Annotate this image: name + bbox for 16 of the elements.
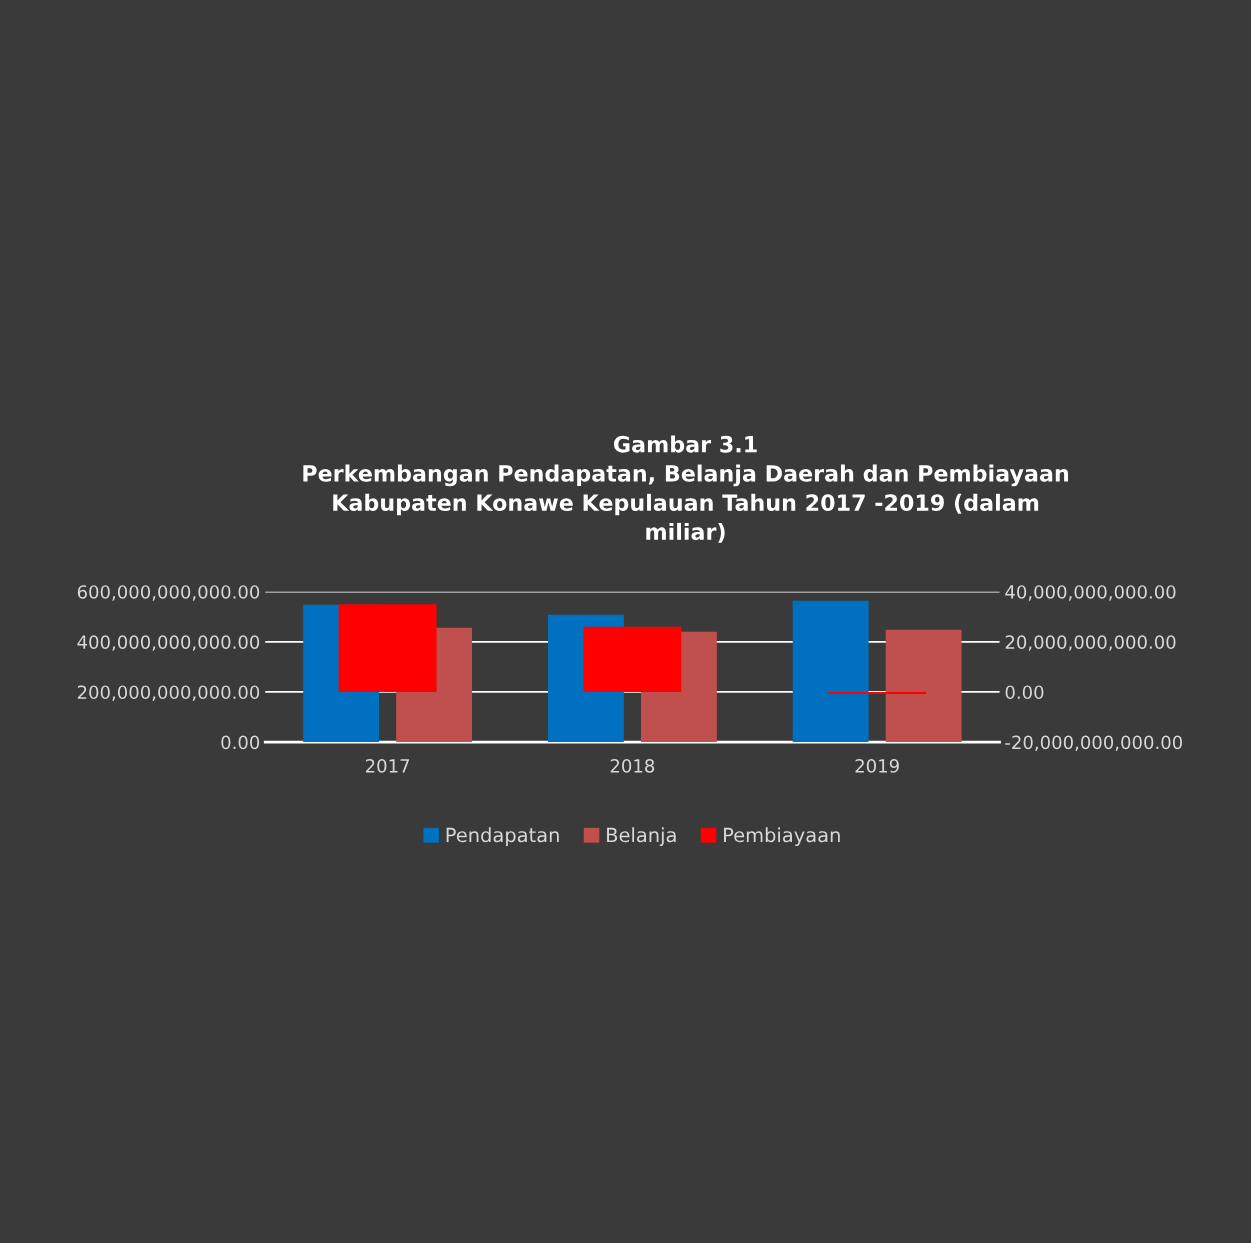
legend-label: Pembiayaan — [724, 827, 840, 847]
legend-label: Belanja — [607, 827, 676, 847]
y2-tick-label: -20,000,000,000.00 — [1005, 735, 1183, 752]
y-tick-label: 600,000,000,000.00 — [77, 585, 260, 601]
y2-tick-label: 40,000,000,000.00 — [1005, 585, 1176, 601]
y2-tick-label: 20,000,000,000.00 — [1005, 635, 1176, 651]
y-tick-label: 0.00 — [221, 735, 260, 750]
legend-label: Pendapatan — [446, 827, 559, 847]
x-tick-label: 2017 — [365, 759, 410, 773]
x-tick-label: 2018 — [610, 759, 655, 773]
y-tick-label: 400,000,000,000.00 — [77, 635, 260, 651]
bar — [828, 691, 927, 694]
chart-title: Gambar 3.1 Perkembangan Pendapatan, Belanja Daerah dan Pembiayaan Kabupaten Konawe Kepulauan Tahun 2017 -2019 (dalam miliar) — [303, 435, 1069, 543]
y2-tick-label: 0.00 — [1005, 685, 1044, 700]
y-tick-label: 200,000,000,000.00 — [77, 685, 260, 701]
x-tick-label: 2019 — [855, 759, 899, 773]
